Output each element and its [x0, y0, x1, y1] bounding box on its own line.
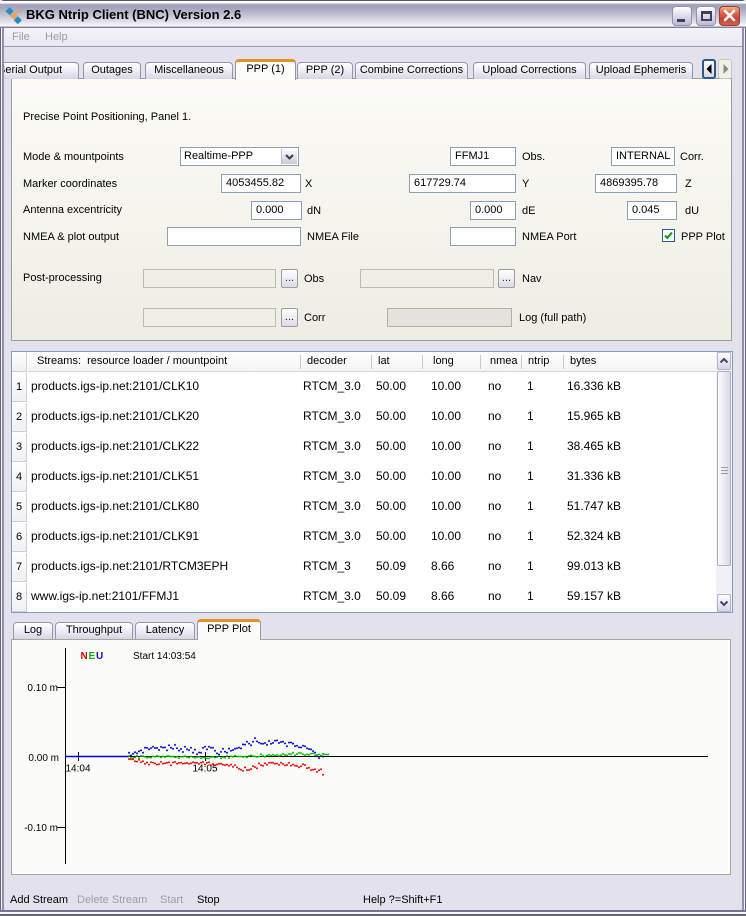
svg-text:E: E: [89, 651, 96, 662]
svg-text:Start 14:03:54: Start 14:03:54: [133, 651, 196, 662]
svg-text:U: U: [96, 651, 103, 662]
svg-text:0.10 m: 0.10 m: [27, 683, 58, 694]
svg-text:14:04: 14:04: [65, 764, 90, 775]
svg-text:14:05: 14:05: [192, 764, 217, 775]
svg-text:-0.10 m: -0.10 m: [24, 823, 58, 834]
svg-text:N: N: [81, 651, 88, 662]
svg-text:0.00 m: 0.00 m: [28, 753, 59, 764]
